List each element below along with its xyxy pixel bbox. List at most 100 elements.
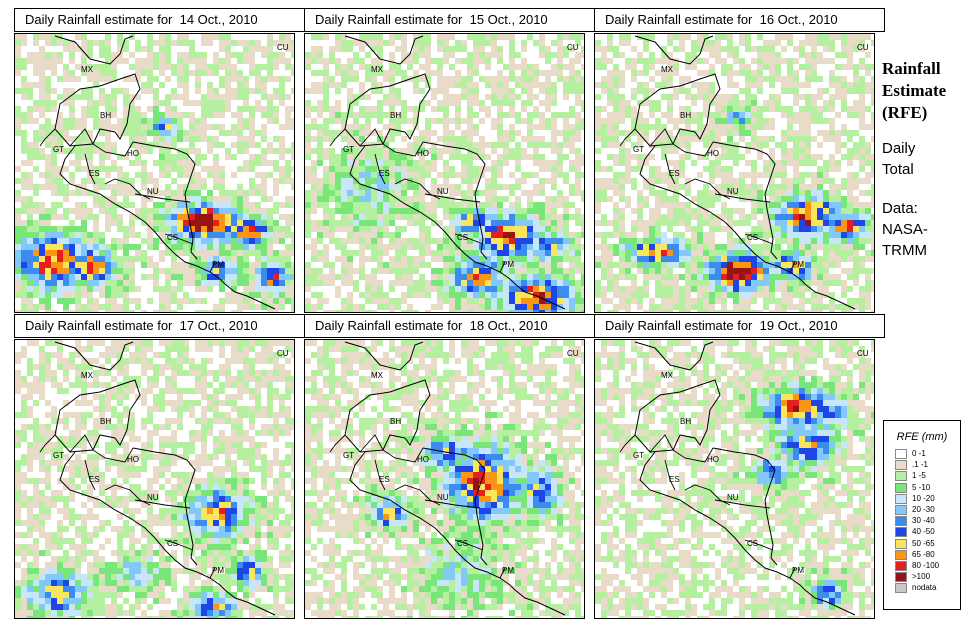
country-label-nu: NU [147,187,159,196]
country-label-mx: MX [661,65,674,74]
country-borders [39,128,216,273]
country-label-pm: PM [502,566,514,575]
legend-swatch [895,560,907,571]
legend-item: 10 -20 [884,493,960,505]
country-label-gt: GT [53,145,64,154]
country-label-cs: CS [167,233,178,242]
panel-title: Daily Rainfall estimate for 16 Oct., 201… [594,8,885,32]
panel-title: Daily Rainfall estimate for 15 Oct., 201… [304,8,595,32]
data-source-line1: NASA- [882,221,928,238]
country-label-nu: NU [437,493,449,502]
legend-label: >100 [912,572,931,582]
legend-swatch [895,471,907,482]
legend-label: 5 -10 [912,482,931,492]
rainfall-panel-14-oct: Daily Rainfall estimate for 14 Oct., 201… [14,8,305,313]
legend-swatch [895,516,907,527]
legend-swatch [895,538,907,549]
country-label-gt: GT [633,451,644,460]
country-label-mx: MX [371,65,384,74]
product-title-line1: Rainfall [882,59,941,78]
country-label-nu: NU [437,187,449,196]
country-label-cu: CU [277,349,289,358]
legend-label: .1 -1 [912,460,929,470]
rainfall-map: MX CU BH GT HO ES NU CS PM [304,339,585,619]
legend-item: 80 -100 [884,560,960,572]
rainfall-field [595,34,874,312]
period-line2: Total [882,161,914,178]
country-label-es: ES [89,475,100,484]
legend-swatch [895,460,907,471]
coastline [54,35,276,310]
legend-label: 0 -1 [912,449,926,458]
country-label-pm: PM [792,566,804,575]
country-label-ho: HO [707,149,719,158]
coastline [634,341,856,616]
legend-swatch [895,504,907,515]
country-label-bh: BH [390,417,401,426]
rainfall-panel-19-oct: Daily Rainfall estimate for 19 Oct., 201… [594,314,885,619]
country-label-ho: HO [707,455,719,464]
country-label-pm: PM [792,260,804,269]
country-label-cu: CU [567,43,579,52]
period-line1: Daily [882,140,916,157]
country-label-gt: GT [343,145,354,154]
country-label-gt: GT [633,145,644,154]
product-title-line3: (RFE) [882,103,928,122]
legend-item: 5 -10 [884,482,960,494]
product-title-line2: Estimate [882,81,947,100]
country-borders [619,128,796,273]
legend-label: 30 -40 [912,516,935,526]
country-label-bh: BH [390,111,401,120]
legend-label: 10 -20 [912,493,935,503]
country-borders [329,128,506,273]
legend-item: 65 -80 [884,549,960,561]
legend-item: .1 -1 [884,460,960,471]
country-label-pm: PM [212,566,224,575]
legend-item: 50 -65 [884,538,960,550]
country-label-bh: BH [100,111,111,120]
rainfall-map: MX CU BH GT HO ES NU CS PM [594,339,875,619]
country-label-ho: HO [127,149,139,158]
country-label-cu: CU [857,43,869,52]
country-label-nu: NU [727,493,739,502]
legend-label: 40 -50 [912,527,935,537]
rainfall-map: MX CU BH GT HO ES NU CS PM [594,33,875,313]
country-borders [329,434,506,579]
rainfall-panel-18-oct: Daily Rainfall estimate for 18 Oct., 201… [304,314,595,619]
coastline [344,341,566,616]
rainfall-field [15,34,294,312]
country-borders [619,434,796,579]
country-label-bh: BH [100,417,111,426]
legend-swatch [895,482,907,493]
color-legend: RFE (mm) 0 -1 .1 -1 1 -5 5 -10 10 -20 20 -30 3… [883,420,961,610]
country-label-cs: CS [457,233,468,242]
legend-label: 20 -30 [912,504,935,514]
legend-item: nodata [884,583,960,594]
legend-swatch [895,493,907,504]
legend-item: >100 [884,572,960,583]
legend-label: 80 -100 [912,560,940,570]
rainfall-map: MX CU BH GT HO ES NU CS PM [14,339,295,619]
legend-label: nodata [912,583,937,593]
country-label-es: ES [379,475,390,484]
rainfall-field [305,340,584,618]
legend-swatch [895,527,907,538]
rainfall-panel-16-oct: Daily Rainfall estimate for 16 Oct., 201… [594,8,885,313]
panel-title: Daily Rainfall estimate for 14 Oct., 201… [14,8,305,32]
country-label-cu: CU [567,349,579,358]
country-label-es: ES [89,169,100,178]
legend-item: 30 -40 [884,516,960,527]
legend-swatch [895,549,907,560]
data-label: Data: [882,200,918,217]
country-label-nu: NU [147,493,159,502]
country-label-gt: GT [343,451,354,460]
country-label-es: ES [669,475,680,484]
legend-item: 20 -30 [884,504,960,516]
country-label-cu: CU [857,349,869,358]
country-label-nu: NU [727,187,739,196]
rainfall-field [15,340,294,618]
legend-swatch [895,572,907,583]
legend-title: RFE (mm) [896,431,948,443]
country-label-bh: BH [680,111,691,120]
country-label-bh: BH [680,417,691,426]
